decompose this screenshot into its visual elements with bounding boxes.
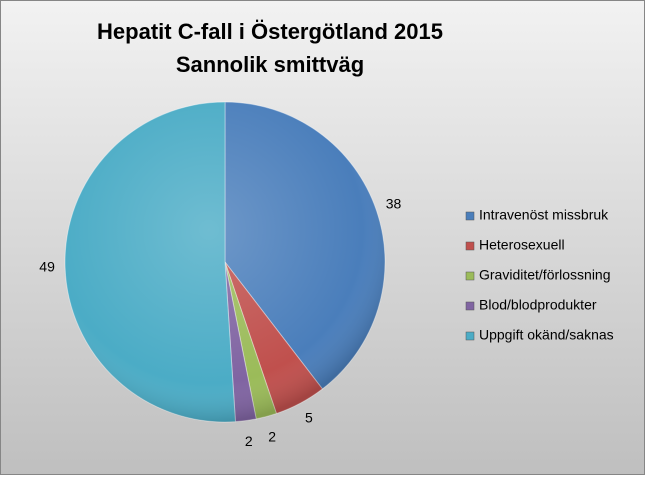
data-label: 2 bbox=[268, 429, 276, 445]
legend-label: Uppgift okänd/saknas bbox=[479, 327, 614, 343]
legend-swatch bbox=[465, 331, 475, 341]
legend: Intravenöst missbruk Heterosexuell Gravidi… bbox=[465, 207, 614, 343]
legend-swatch bbox=[465, 301, 475, 311]
data-label: 38 bbox=[386, 195, 402, 211]
legend-swatch bbox=[465, 241, 475, 251]
legend-label: Heterosexuell bbox=[479, 237, 565, 253]
data-label: 2 bbox=[245, 433, 253, 449]
chart-subtitle: Sannolik smittväg bbox=[176, 52, 364, 77]
legend-label: Blod/blodprodukter bbox=[479, 297, 597, 313]
legend-label: Graviditet/förlossning bbox=[479, 267, 611, 283]
chart-title: Hepatit C-fall i Östergötland 2015 bbox=[97, 19, 443, 44]
legend-label: Intravenöst missbruk bbox=[479, 207, 609, 223]
legend-swatch bbox=[465, 211, 475, 221]
data-label: 5 bbox=[305, 410, 313, 426]
legend-swatch bbox=[465, 271, 475, 281]
data-label: 49 bbox=[39, 259, 55, 275]
